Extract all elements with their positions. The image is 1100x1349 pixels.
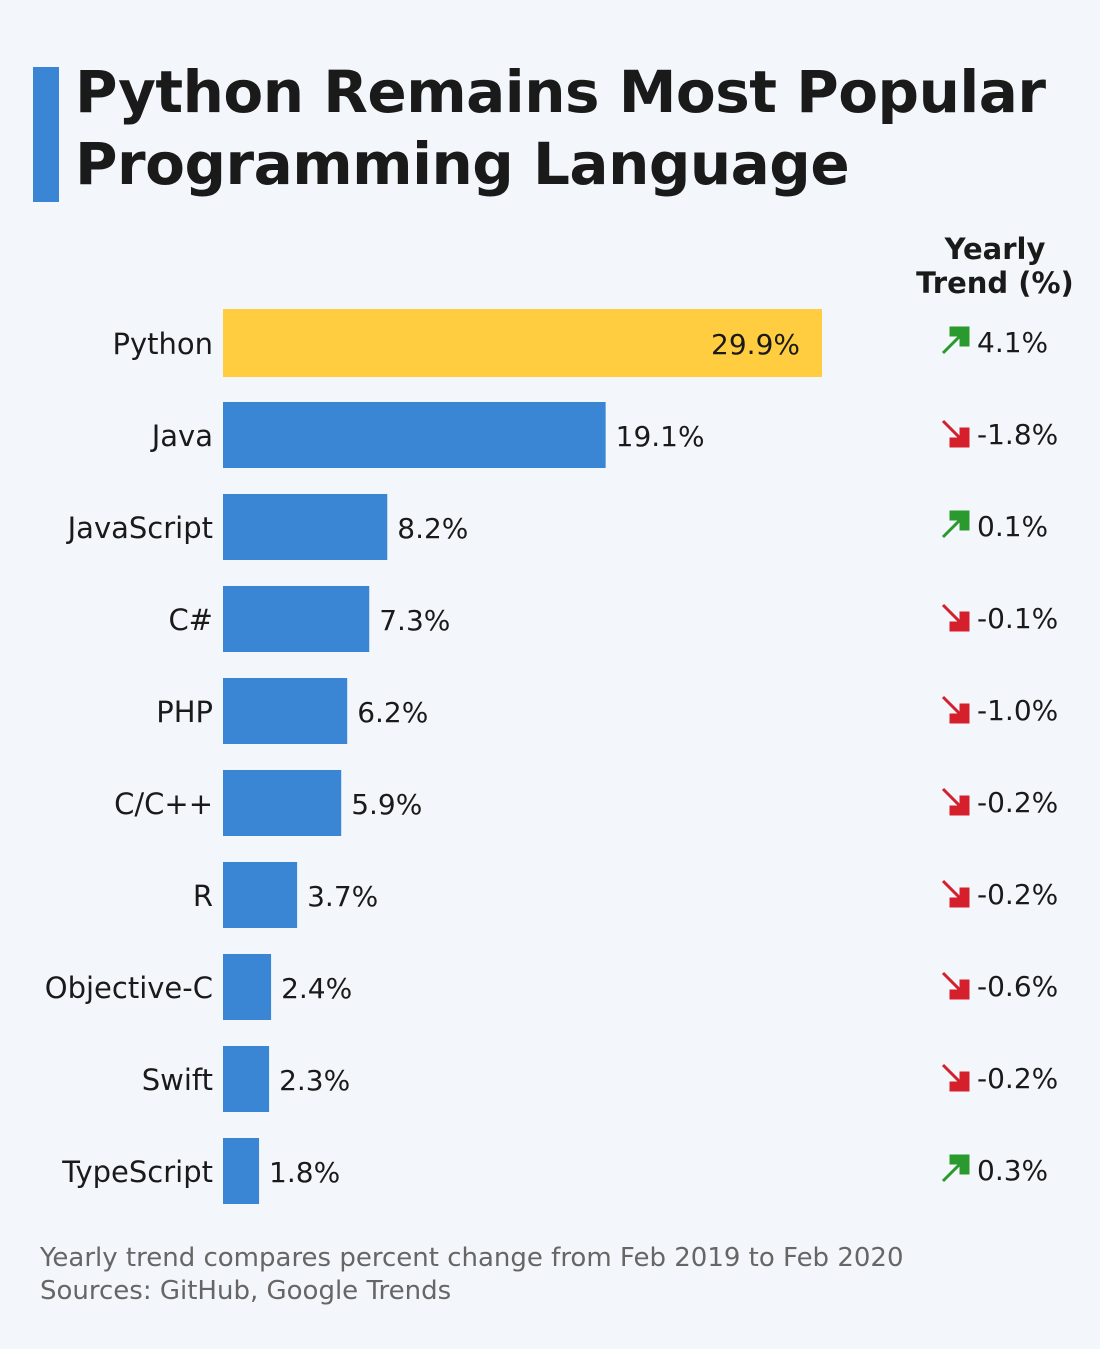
bar <box>223 1138 260 1204</box>
bar <box>223 586 370 652</box>
bar <box>223 309 822 377</box>
arrow-down-right-icon <box>941 695 970 724</box>
trend-label: -0.2% <box>977 1062 1058 1095</box>
category-label: TypeScript <box>61 1155 213 1189</box>
bar <box>223 954 272 1020</box>
value-label: 6.2% <box>357 696 428 729</box>
value-label: 2.4% <box>281 972 352 1005</box>
arrow-up-right-icon <box>941 510 970 539</box>
trend-label: -1.8% <box>977 418 1058 451</box>
trend-label: 4.1% <box>977 326 1048 359</box>
arrow-down-right-icon <box>941 971 970 1000</box>
arrow-up-right-icon <box>941 1154 970 1183</box>
value-label: 19.1% <box>616 420 705 453</box>
value-label: 2.3% <box>279 1064 350 1097</box>
category-label: R <box>193 879 213 913</box>
bar <box>223 862 298 928</box>
trend-label: -0.1% <box>977 602 1058 635</box>
category-label: Objective-C <box>45 971 213 1005</box>
trend-header: Yearly Trend (%) <box>905 232 1085 300</box>
trend-label: 0.3% <box>977 1154 1048 1187</box>
footer-sources: Sources: GitHub, Google Trends <box>40 1276 452 1306</box>
category-label: C# <box>168 603 213 637</box>
category-label: C/C++ <box>114 787 213 821</box>
footer: Yearly trend compares percent change fro… <box>40 1242 904 1308</box>
bar <box>223 402 606 468</box>
trend-header-line2: Trend (%) <box>916 266 1074 300</box>
value-label: 3.7% <box>307 880 378 913</box>
category-label: PHP <box>156 695 213 729</box>
trend-label: -0.2% <box>977 786 1058 819</box>
trend-header-line1: Yearly <box>944 232 1046 266</box>
chart-title: Python Remains Most Popular Programming … <box>75 58 1046 198</box>
footer-note: Yearly trend compares percent change fro… <box>40 1243 904 1273</box>
trend-label: -1.0% <box>977 694 1058 727</box>
value-label: 29.9% <box>711 328 800 361</box>
bar <box>223 678 348 744</box>
trend-label: 0.1% <box>977 510 1048 543</box>
arrow-down-right-icon <box>941 419 970 448</box>
category-label: Python <box>112 327 213 361</box>
arrow-down-right-icon <box>941 787 970 816</box>
value-label: 1.8% <box>269 1156 340 1189</box>
bar <box>223 1046 270 1112</box>
trend-label: -0.2% <box>977 878 1058 911</box>
bar <box>223 770 342 836</box>
trend-label: -0.6% <box>977 970 1058 1003</box>
arrow-down-right-icon <box>941 879 970 908</box>
arrow-down-right-icon <box>941 1063 970 1092</box>
value-label: 8.2% <box>397 512 468 545</box>
category-label: JavaScript <box>66 511 213 545</box>
bar <box>223 494 388 560</box>
title-accent-bar <box>33 67 59 202</box>
category-label: Java <box>150 419 213 453</box>
arrow-up-right-icon <box>941 326 970 355</box>
value-label: 5.9% <box>351 788 422 821</box>
value-label: 7.3% <box>379 604 450 637</box>
category-label: Swift <box>142 1063 213 1097</box>
arrow-down-right-icon <box>941 603 970 632</box>
